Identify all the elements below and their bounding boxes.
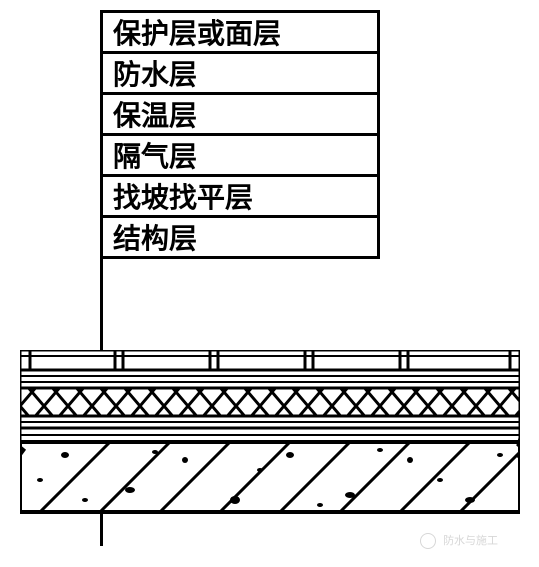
- label-insulation: 保温层: [100, 92, 380, 136]
- layer-protective: [20, 350, 520, 370]
- label-text: 防水层: [113, 53, 197, 93]
- label-waterproof: 防水层: [100, 51, 380, 95]
- label-protective: 保护层或面层: [100, 10, 380, 54]
- layer-structural: [20, 438, 520, 512]
- section-svg: [20, 350, 520, 550]
- label-slope: 找坡找平层: [100, 174, 380, 218]
- label-text: 隔气层: [113, 135, 197, 175]
- cross-section: [20, 350, 520, 550]
- label-text: 保温层: [113, 94, 197, 134]
- layer-waterproof: [20, 370, 520, 388]
- label-vapor: 隔气层: [100, 133, 380, 177]
- label-text: 找坡找平层: [113, 176, 253, 216]
- label-text: 结构层: [113, 217, 197, 257]
- layer-slope: [20, 428, 520, 442]
- label-structural: 结构层: [100, 215, 380, 259]
- layer-insulation: [20, 388, 520, 416]
- label-text: 保护层或面层: [113, 12, 281, 52]
- layer-vapor: [20, 416, 520, 428]
- watermark: 防水与施工: [420, 532, 498, 549]
- diagram-canvas: 保护层或面层 防水层 保温层 隔气层 找坡找平层 结构层: [0, 0, 539, 567]
